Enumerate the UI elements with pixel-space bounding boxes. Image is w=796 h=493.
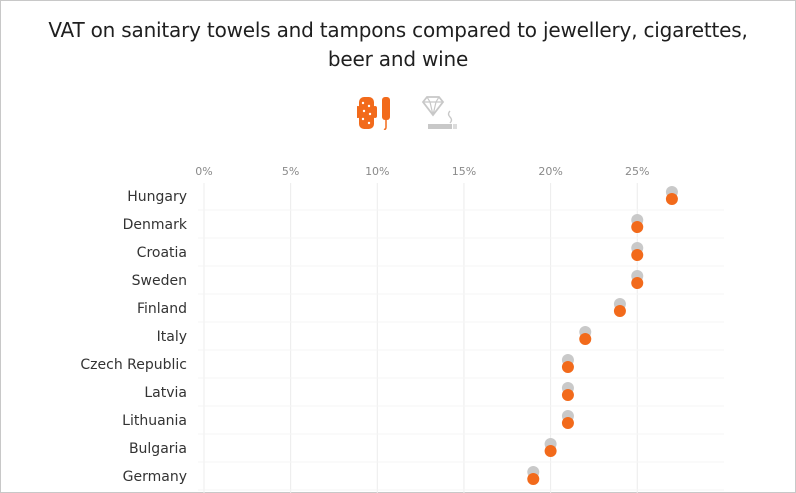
sanitary-products-icon[interactable] bbox=[356, 94, 395, 132]
sanitary-vat-point bbox=[631, 277, 644, 289]
country-label: Finland bbox=[137, 301, 187, 317]
x-tick-label: 5% bbox=[282, 165, 299, 178]
country-label: Latvia bbox=[144, 385, 187, 401]
sanitary-vat-point bbox=[665, 193, 678, 205]
sanitary-vat-point bbox=[544, 445, 557, 457]
chart-title: VAT on sanitary towels and tampons compa… bbox=[48, 18, 748, 71]
country-label: Lithuania bbox=[122, 413, 187, 429]
sanitary-vat-point bbox=[579, 333, 592, 345]
jewellery-cigarettes-icon[interactable] bbox=[420, 94, 460, 132]
x-tick-labels: 0% 5% 10% 15% 20% 25% bbox=[195, 165, 649, 178]
x-tick-label: 0% bbox=[195, 165, 212, 178]
country-label: Denmark bbox=[123, 217, 188, 233]
x-tick-label: 15% bbox=[452, 165, 476, 178]
country-label: Sweden bbox=[132, 273, 187, 289]
sanitary-vat-point bbox=[631, 221, 644, 233]
sanitary-vat-point bbox=[561, 417, 574, 429]
country-labels: Hungary Denmark Croatia Sweden Finland Italy C… bbox=[80, 189, 187, 485]
x-tick-label: 25% bbox=[625, 165, 649, 178]
sanitary-vat-point bbox=[631, 249, 644, 261]
gridlines bbox=[198, 183, 724, 493]
x-tick-label: 20% bbox=[538, 165, 562, 178]
data-points bbox=[527, 186, 678, 485]
country-label: Czech Republic bbox=[80, 357, 187, 373]
sanitary-vat-point bbox=[561, 361, 574, 373]
country-label: Italy bbox=[157, 329, 187, 345]
sanitary-vat-point bbox=[561, 389, 574, 401]
country-label: Croatia bbox=[137, 245, 187, 261]
sanitary-vat-point bbox=[527, 473, 540, 485]
country-label: Germany bbox=[123, 469, 187, 485]
country-label: Bulgaria bbox=[129, 441, 187, 457]
country-label: Hungary bbox=[127, 189, 187, 205]
x-tick-label: 10% bbox=[365, 165, 389, 178]
sanitary-vat-point bbox=[613, 305, 626, 317]
